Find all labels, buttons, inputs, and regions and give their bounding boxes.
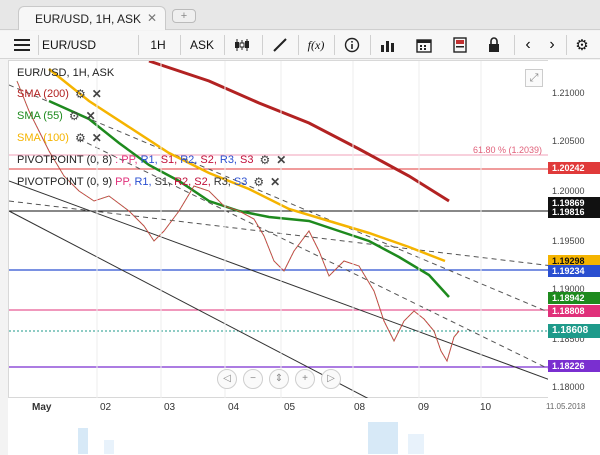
sma55-line (48, 99, 450, 298)
calendar-icon[interactable] (410, 31, 438, 59)
price-series-up (16, 80, 460, 362)
trend-line-bottom (9, 210, 370, 399)
close-icon[interactable]: ✕ (91, 131, 102, 145)
legend-instrument: EUR/USD, 1H, ASK (17, 67, 115, 79)
trend-line-mid (78, 138, 553, 372)
sma55-label: SMA (55) (17, 110, 63, 122)
scroll-left-button[interactable]: ◁ (217, 369, 237, 389)
hamburger-menu-icon[interactable] (8, 31, 36, 59)
sma200-line (148, 61, 450, 203)
close-icon[interactable]: ✕ (91, 87, 102, 101)
current-price-badge: 1.18608 (548, 324, 600, 338)
price-badge: 1.20242 (548, 162, 600, 174)
indicator-function-icon[interactable]: f(x) (307, 37, 325, 52)
price-series (16, 80, 460, 363)
lock-icon[interactable] (480, 31, 508, 59)
draw-line-icon[interactable] (266, 31, 294, 59)
price-badge: 1.18942 (548, 292, 600, 304)
close-icon[interactable]: ✕ (270, 175, 281, 189)
gear-icon[interactable]: ⚙ (259, 153, 271, 167)
toolbar: EUR/USD 1H ASK f(x) ‹ (0, 31, 600, 59)
sma100-label: SMA (100) (17, 132, 69, 144)
zoom-in-button[interactable]: + (295, 369, 315, 389)
gear-icon[interactable]: ⚙ (74, 131, 86, 145)
close-icon[interactable]: ✕ (146, 11, 157, 25)
tab-eurusd[interactable]: EUR/USD, 1H, ASK ✕ (18, 6, 166, 30)
price-badge: 1.19298 (548, 255, 600, 267)
gear-icon[interactable]: ⚙ (575, 37, 589, 54)
price-axis[interactable]: 1.21000 1.20500 1.20000 1.19500 1.19000 … (548, 60, 600, 398)
fib-label: 61.80 % (1.2039) (473, 145, 543, 155)
layout-icon[interactable] (446, 31, 474, 59)
chart-canvas (9, 61, 553, 399)
price-badge: 1.18808 (548, 305, 600, 317)
legend-pivot1: PIVOTPOINT (0, 8) : PP, R1, S1, R2, S2, … (17, 153, 287, 167)
volume-strip (78, 422, 424, 454)
symbol-selector[interactable]: EUR/USD (42, 38, 97, 52)
tab-bar: EUR/USD, 1H, ASK ✕ + (0, 0, 600, 30)
price-type-selector[interactable]: ASK (189, 38, 214, 52)
scroll-right-button[interactable]: ▷ (321, 369, 341, 389)
sma100-line (48, 68, 446, 263)
info-icon[interactable] (338, 31, 366, 59)
bar-chart-icon[interactable] (374, 31, 402, 59)
gear-icon[interactable]: ⚙ (74, 87, 86, 101)
pivot2-name: PIVOTPOINT (0, 9) (17, 176, 113, 188)
date-axis[interactable]: May 02 03 04 05 08 09 10 11.05.2018 (8, 398, 600, 455)
legend-sma100: SMA (100) ⚙ ✕ (17, 131, 102, 145)
legend-sma55: SMA (55) ⚙ ✕ (17, 109, 96, 123)
expand-icon[interactable]: ⤢ (525, 69, 543, 87)
legend-pivot2: PIVOTPOINT (0, 9) PP, R1, S1, R2, S2, R3… (17, 175, 281, 189)
tab-title: EUR/USD, 1H, ASK (35, 12, 142, 26)
pivot1-name: PIVOTPOINT (0, 8) (17, 154, 113, 166)
sma200-label: SMA (200) (17, 88, 69, 100)
candlestick-icon[interactable] (228, 31, 256, 59)
reset-zoom-button[interactable]: ⇕ (269, 369, 289, 389)
price-badge: 1.19816 (548, 206, 600, 218)
add-tab-button[interactable]: + (172, 9, 196, 23)
chevron-right-icon[interactable]: › (549, 36, 555, 53)
gear-icon[interactable]: ⚙ (68, 109, 80, 123)
legend-sma200: SMA (200) ⚙ ✕ (17, 87, 102, 101)
price-chart[interactable]: EUR/USD, 1H, ASK SMA (200) ⚙ ✕ SMA (55) … (8, 60, 553, 399)
zoom-out-button[interactable]: − (243, 369, 263, 389)
price-badge: 1.19234 (548, 265, 600, 277)
price-badge: 1.18226 (548, 360, 600, 372)
chevron-left-icon[interactable]: ‹ (525, 36, 531, 53)
close-icon[interactable]: ✕ (85, 109, 96, 123)
gear-icon[interactable]: ⚙ (253, 175, 265, 189)
timeframe-selector[interactable]: 1H (150, 38, 166, 52)
close-icon[interactable]: ✕ (276, 153, 287, 167)
